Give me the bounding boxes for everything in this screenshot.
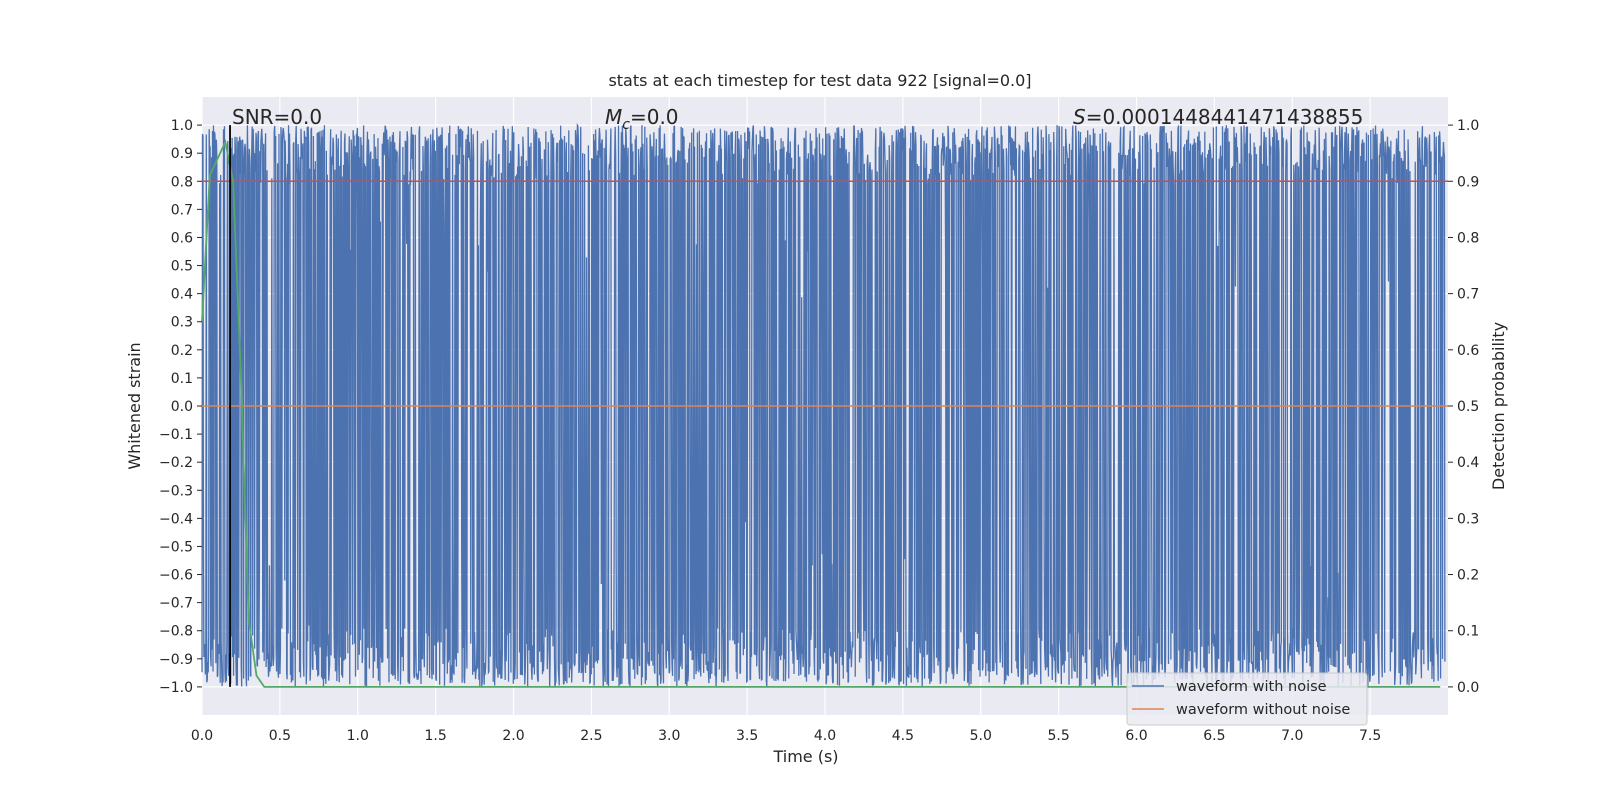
x-tick-label-11: 5.5 — [1047, 728, 1069, 744]
x-axis-ticks: 0.0 0.5 1.0 1.5 2.0 2.5 3.0 3.5 4.0 4.5 5.0 5.5 6.0 6… — [191, 728, 1381, 744]
chirp-mass-symbol: M — [605, 105, 622, 129]
y-left-tick-label-14: −0.4 — [159, 511, 193, 527]
x-tick-label-15: 7.5 — [1359, 728, 1381, 744]
y-left-tick-label-9: 0.1 — [171, 371, 193, 387]
y-left-tick-label-7: 0.3 — [171, 315, 193, 331]
y-right-tick-label-6: 0.4 — [1457, 455, 1479, 471]
x-tick-label-8: 4.0 — [814, 728, 836, 744]
y-left-tick-label-3: 0.7 — [171, 202, 193, 218]
score-value: =0.0001448441471438855 — [1086, 105, 1364, 129]
detection-probability-line — [201, 139, 1441, 688]
y-left-tick-label-20: −1.0 — [159, 680, 193, 696]
x-tick-label-1: 0.5 — [269, 728, 291, 744]
y-left-tick-label-17: −0.7 — [159, 596, 193, 612]
y-left-tick-label-5: 0.5 — [171, 259, 193, 275]
chirp-mass-annotation: Mc=0.0 — [605, 105, 679, 133]
x-tick-label-6: 3.0 — [658, 728, 680, 744]
legend-label-without-noise: waveform without noise — [1176, 702, 1350, 718]
legend-label-with-noise: waveform with noise — [1176, 679, 1327, 695]
chirp-mass-subscript: c — [622, 117, 630, 133]
snr-annotation: SNR=0.0 — [232, 105, 322, 129]
y-right-tick-label-2: 0.8 — [1457, 230, 1479, 246]
y-left-axis-ticks: 1.0 0.9 0.8 0.7 0.6 0.5 0.4 0.3 0.2 0.1 0.0 −0.1 −0.… — [159, 118, 202, 696]
series-lines — [201, 125, 1448, 688]
y-right-tick-label-0: 1.0 — [1457, 118, 1479, 134]
x-tick-label-14: 7.0 — [1281, 728, 1303, 744]
y-left-tick-label-16: −0.6 — [159, 568, 193, 584]
x-tick-label-7: 3.5 — [736, 728, 758, 744]
y-left-tick-label-13: −0.3 — [159, 483, 193, 499]
y-left-tick-label-2: 0.8 — [171, 174, 193, 190]
x-axis-label: Time (s) — [772, 747, 838, 766]
y-left-tick-label-12: −0.2 — [159, 455, 193, 471]
y-right-tick-label-1: 0.9 — [1457, 174, 1479, 190]
y-left-tick-label-15: −0.5 — [159, 539, 193, 555]
y-right-tick-label-4: 0.6 — [1457, 343, 1479, 359]
legend-box — [1126, 672, 1368, 726]
series-waveform-with-noise — [201, 122, 1446, 687]
x-tick-label-10: 5.0 — [970, 728, 992, 744]
x-tick-label-5: 2.5 — [580, 728, 602, 744]
y-left-tick-label-8: 0.2 — [171, 343, 193, 359]
score-annotation: S=0.0001448441471438855 — [1073, 105, 1363, 129]
score-symbol: S — [1073, 105, 1086, 129]
x-tick-label-0: 0.0 — [191, 728, 213, 744]
y-left-tick-label-4: 0.6 — [171, 230, 193, 246]
y-right-tick-label-9: 0.1 — [1457, 624, 1479, 640]
x-tick-label-2: 1.0 — [347, 728, 369, 744]
y-left-tick-label-18: −0.8 — [159, 624, 193, 640]
x-tick-label-3: 1.5 — [424, 728, 446, 744]
y-right-tick-label-10: 0.0 — [1457, 680, 1479, 696]
y-left-tick-label-19: −0.9 — [159, 652, 193, 668]
y-left-tick-label-10: 0.0 — [171, 399, 193, 415]
y-left-tick-label-11: −0.1 — [159, 427, 193, 443]
x-tick-label-4: 2.0 — [502, 728, 524, 744]
noise-waveform-line — [201, 122, 1446, 687]
y-right-tick-label-5: 0.5 — [1457, 399, 1479, 415]
y-left-tick-label-0: 1.0 — [171, 118, 193, 134]
y-left-tick-label-1: 0.9 — [171, 146, 193, 162]
y-left-axis-label: Whitened strain — [125, 342, 144, 469]
x-tick-label-13: 6.5 — [1203, 728, 1225, 744]
legend: waveform with noise waveform without noi… — [1126, 672, 1368, 726]
y-right-axis-label: Detection probability — [1489, 322, 1508, 490]
y-right-axis-ticks: 1.0 0.9 0.8 0.7 0.6 0.5 0.4 0.3 0.2 0.1 0.0 — [1448, 118, 1479, 696]
y-right-tick-label-3: 0.7 — [1457, 287, 1479, 303]
chirp-mass-value: =0.0 — [630, 105, 679, 129]
x-tick-label-9: 4.5 — [892, 728, 914, 744]
y-right-tick-label-7: 0.3 — [1457, 511, 1479, 527]
y-left-tick-label-6: 0.4 — [171, 287, 193, 303]
y-right-tick-label-8: 0.2 — [1457, 568, 1479, 584]
x-tick-label-12: 6.0 — [1125, 728, 1147, 744]
chart-title: stats at each timestep for test data 922… — [608, 71, 1031, 90]
